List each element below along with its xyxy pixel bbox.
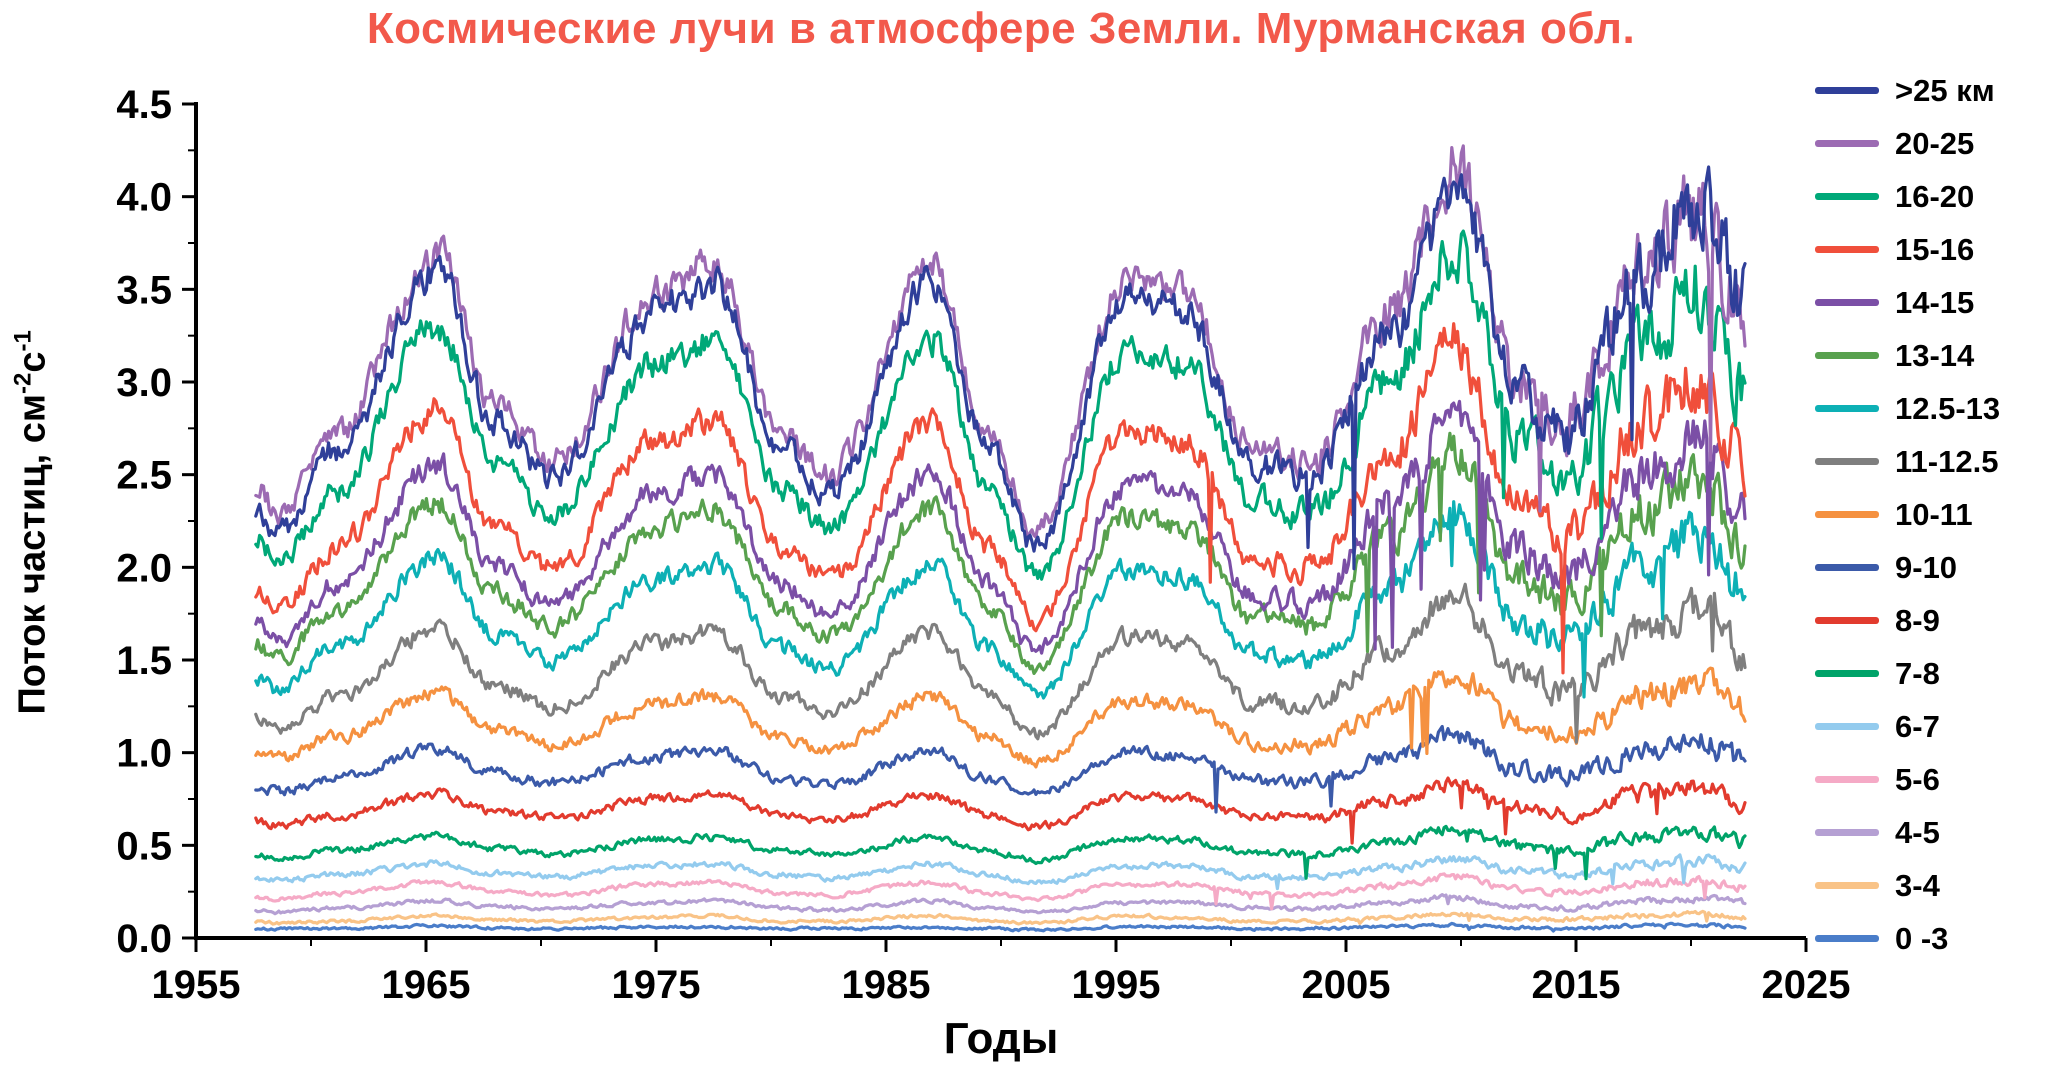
legend-swatch: [1815, 935, 1879, 942]
series-line-12.5-13: [254, 500, 1747, 700]
legend-swatch: [1815, 723, 1879, 730]
series-line-6-7: [254, 853, 1747, 891]
y-axis-label-sup-2: -2: [9, 372, 37, 394]
y-tick-label: 4.0: [116, 176, 172, 220]
legend-label: 9-10: [1895, 549, 1958, 585]
legend-label: 0 -3: [1895, 920, 1949, 956]
legend-swatch: [1815, 140, 1879, 147]
legend-swatch: [1815, 193, 1879, 200]
legend-swatch: [1815, 246, 1879, 253]
legend-swatch: [1815, 829, 1879, 836]
legend-swatch: [1815, 776, 1879, 783]
series-line-16-20: [254, 229, 1747, 581]
legend-item: 11-12.5: [1815, 435, 2045, 488]
legend-label: 16-20: [1895, 178, 1975, 214]
series-line-5-6: [254, 872, 1747, 911]
series-line-13-14: [254, 431, 1747, 675]
y-tick-label: 0.0: [116, 917, 172, 961]
legend-item: 3-4: [1815, 859, 2045, 912]
legend-item: 10-11: [1815, 488, 2045, 541]
legend-item: 9-10: [1815, 541, 2045, 594]
legend-item: 0 -3: [1815, 912, 2045, 965]
legend-item: 14-15: [1815, 276, 2045, 329]
y-axis-label-text: Поток частиц, см: [11, 394, 54, 715]
legend-label: 4-5: [1895, 814, 1940, 850]
x-axis-label: Годы: [943, 1014, 1059, 1063]
legend-label: 20-25: [1895, 125, 1975, 161]
series-line-8-9: [254, 776, 1747, 845]
legend-swatch: [1815, 882, 1879, 889]
series-line-10-11: [254, 666, 1747, 769]
legend-item: 12.5-13: [1815, 382, 2045, 435]
legend-swatch: [1815, 352, 1879, 359]
legend-label: 7-8: [1895, 655, 1940, 691]
y-tick-label: 2.0: [116, 546, 172, 590]
legend-label: 11-12.5: [1895, 443, 1999, 479]
series-line-20-25: [254, 144, 1747, 541]
legend-swatch: [1815, 458, 1879, 465]
x-tick-label: 1985: [842, 963, 931, 1007]
legend-item: 7-8: [1815, 647, 2045, 700]
legend-label: 10-11: [1895, 496, 1973, 532]
y-axis-label-sup-1: -1: [9, 330, 37, 352]
legend-item: 20-25: [1815, 117, 2045, 170]
legend-swatch: [1815, 617, 1879, 624]
legend-label: 3-4: [1895, 867, 1940, 903]
legend-item: 6-7: [1815, 700, 2045, 753]
legend-swatch: [1815, 405, 1879, 412]
series-line-0-3: [254, 921, 1747, 933]
y-tick-label: 0.5: [116, 824, 172, 868]
x-tick-label: 2015: [1532, 963, 1621, 1007]
legend-label: 5-6: [1895, 761, 1940, 797]
legend-item: >25 км: [1815, 64, 2045, 117]
x-tick-label: 2025: [1762, 963, 1851, 1007]
x-tick-label: 1965: [382, 963, 471, 1007]
legend: >25 км 20-25 16-20 15-16 14-15 13-14 12.5-13 11…: [1815, 64, 2045, 965]
series-line-15-16: [254, 322, 1747, 675]
series-line-11-12.5: [254, 582, 1747, 744]
legend-label: 14-15: [1895, 284, 1975, 320]
legend-label: 8-9: [1895, 602, 1940, 638]
series-line-4-5: [254, 893, 1747, 916]
x-tick-label: 1955: [152, 963, 241, 1007]
legend-item: 4-5: [1815, 806, 2045, 859]
y-tick-label: 3.5: [116, 268, 172, 312]
legend-item: 15-16: [1815, 223, 2045, 276]
legend-item: 8-9: [1815, 594, 2045, 647]
y-axis-label: Поток частиц, см-2с-1: [10, 242, 55, 802]
legend-swatch: [1815, 87, 1879, 94]
series-line-3-4: [254, 909, 1747, 926]
series-line-7-8: [254, 824, 1747, 881]
legend-label: 12.5-13: [1895, 390, 2001, 426]
legend-label: >25 км: [1895, 72, 1995, 108]
legend-label: 13-14: [1895, 337, 1975, 373]
legend-label: 15-16: [1895, 231, 1975, 267]
x-tick-label: 1975: [612, 963, 701, 1007]
legend-item: 16-20: [1815, 170, 2045, 223]
chart-title: Космические лучи в атмосфере Земли. Мурм…: [366, 4, 1636, 53]
legend-swatch: [1815, 564, 1879, 571]
legend-label: 6-7: [1895, 708, 1940, 744]
legend-swatch: [1815, 670, 1879, 677]
y-tick-label: 1.0: [116, 732, 172, 776]
y-axis-label-unit: с: [11, 351, 54, 373]
legend-item: 13-14: [1815, 329, 2045, 382]
y-tick-label: 2.5: [116, 454, 172, 498]
x-tick-label: 2005: [1302, 963, 1391, 1007]
y-tick-label: 4.5: [116, 83, 172, 127]
series-line-14-15: [254, 399, 1747, 655]
series-line-9-10: [254, 724, 1747, 814]
y-tick-label: 1.5: [116, 639, 172, 683]
legend-swatch: [1815, 299, 1879, 306]
y-tick-label: 3.0: [116, 361, 172, 405]
series-line->25км: [254, 165, 1747, 571]
x-tick-label: 1995: [1072, 963, 1161, 1007]
legend-item: 5-6: [1815, 753, 2045, 806]
legend-swatch: [1815, 511, 1879, 518]
